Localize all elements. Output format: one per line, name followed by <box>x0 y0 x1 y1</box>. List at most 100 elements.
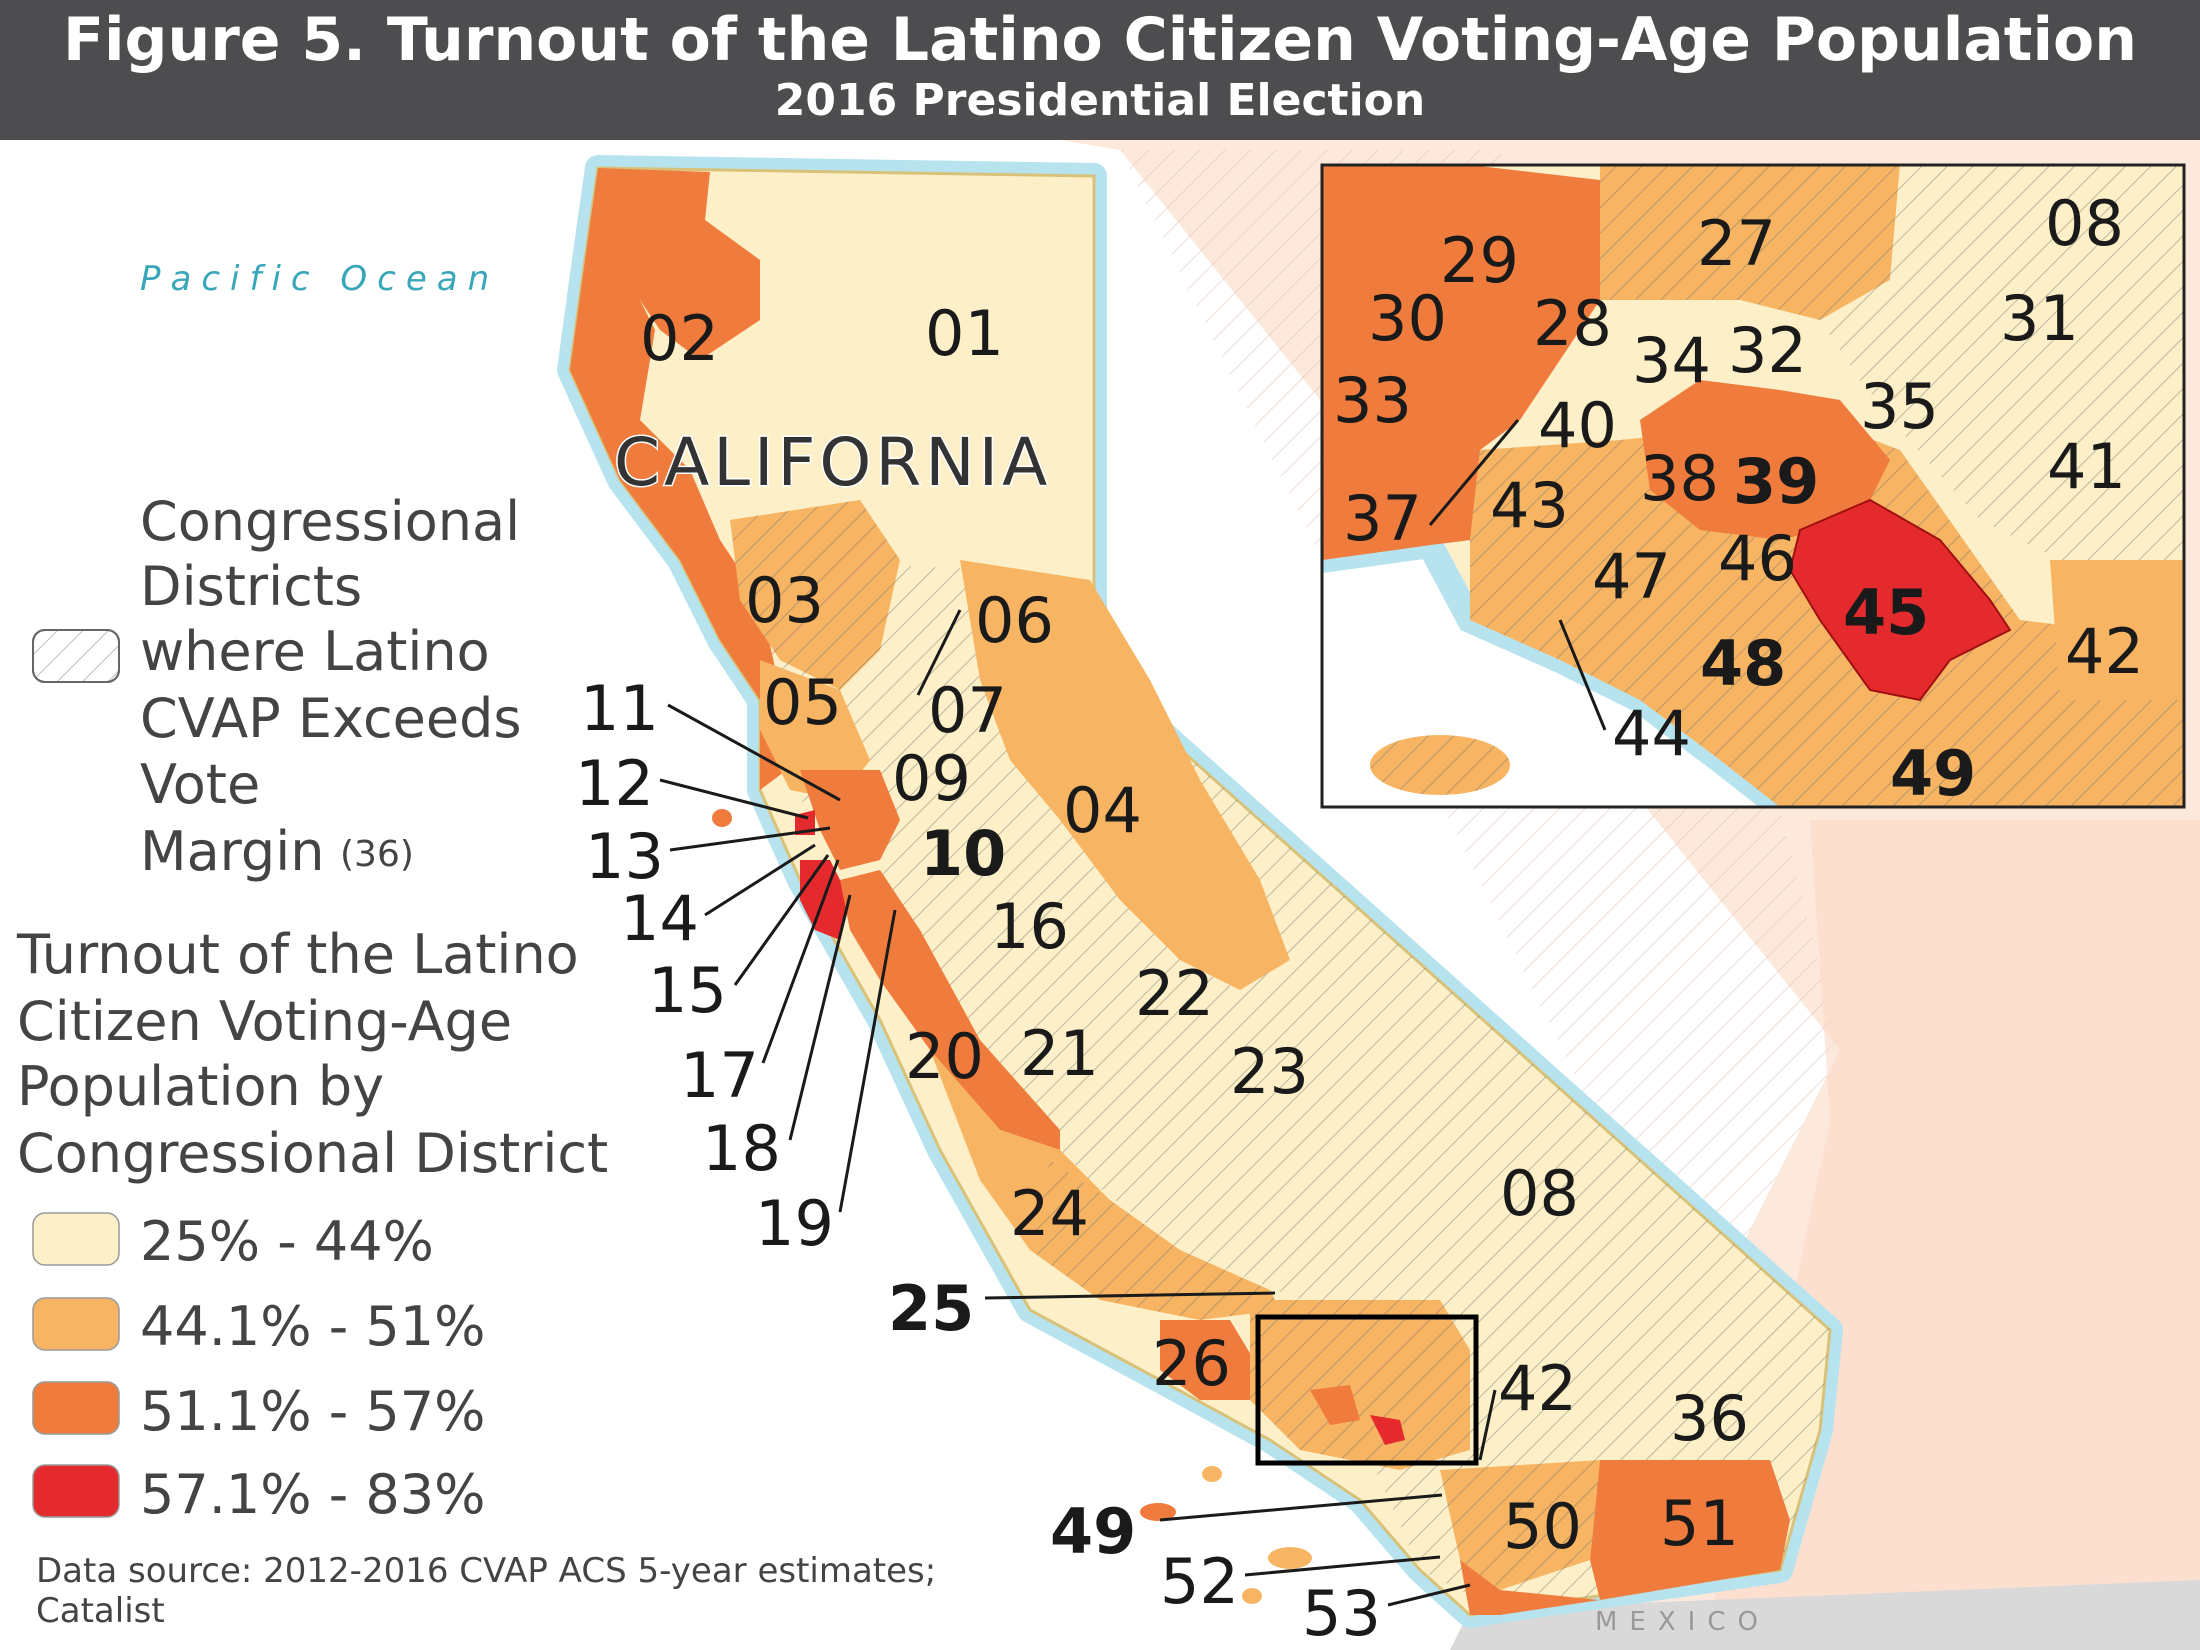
label-14: 14 <box>620 882 699 955</box>
label-07: 07 <box>928 674 1007 747</box>
inset-label-41: 41 <box>2047 430 2126 503</box>
inset-label-38: 38 <box>1640 442 1719 515</box>
label-24: 24 <box>1010 1177 1089 1250</box>
district-20-shape <box>840 870 1060 1150</box>
inset-north-hatch <box>1600 165 1900 320</box>
legend-turnout-title-4: Congressional District <box>17 1122 608 1185</box>
label-10: 10 <box>920 817 1006 890</box>
inset-label-43: 43 <box>1490 469 1569 542</box>
legend-swatch-2 <box>32 1297 120 1351</box>
label-01: 01 <box>925 297 1004 370</box>
inset-reference-box <box>1255 1314 1479 1466</box>
legend: Congressional Districts where Latino CVA… <box>16 490 608 1526</box>
legend-turnout-title-2: Citizen Voting-Age <box>17 990 512 1053</box>
legend-class-2: 44.1% - 51% <box>140 1295 485 1358</box>
district-53-shape <box>1460 1560 1600 1615</box>
inset-33-shape <box>1322 300 1520 560</box>
label-18: 18 <box>702 1112 781 1185</box>
source-line-2: Catalist <box>36 1591 165 1631</box>
inset-label-40: 40 <box>1538 389 1617 462</box>
inset-east-orange <box>2050 560 2184 700</box>
mexico-land <box>1450 1580 2200 1650</box>
district-bay-orange <box>800 770 900 870</box>
legend-swatch-4 <box>32 1464 120 1518</box>
inset-label-34: 34 <box>1632 324 1711 397</box>
legend-hatch-line-5: Vote <box>140 753 260 816</box>
label-22: 22 <box>1135 957 1214 1030</box>
label-15: 15 <box>648 954 727 1027</box>
district-45-small <box>1370 1415 1405 1445</box>
source-line-1: Data source: 2012-2016 CVAP ACS 5-year e… <box>36 1551 936 1591</box>
california-map: MEXICO Pacific Ocean CALIFORNIA 02 01 03… <box>0 140 2200 1650</box>
label-36: 36 <box>1670 1382 1749 1455</box>
inset-45-shape <box>1788 498 2012 702</box>
label-09: 09 <box>892 742 971 815</box>
inset-label-48: 48 <box>1700 627 1786 700</box>
legend-class-3: 51.1% - 57% <box>140 1380 485 1443</box>
label-26: 26 <box>1152 1327 1231 1400</box>
label-08: 08 <box>1500 1157 1579 1230</box>
legend-hatch-line-3: where Latino <box>140 620 490 683</box>
island-49 <box>1140 1503 1176 1521</box>
district-14-15-red <box>800 860 850 940</box>
inset-38-39-shape <box>1640 380 1890 540</box>
la-inset: 27 08 29 30 28 34 32 31 33 35 40 41 37 4… <box>1320 163 2186 810</box>
ocean-label: Pacific Ocean <box>140 259 499 299</box>
legend-turnout-title-3: Population by <box>17 1055 384 1118</box>
district-03-hatch <box>730 500 900 690</box>
inset-label-42: 42 <box>2065 615 2144 688</box>
inset-label-37: 37 <box>1343 482 1422 555</box>
legend-hatch-count: (36) <box>340 834 414 875</box>
figure-header: Figure 5. Turnout of the Latino Citizen … <box>0 0 2200 140</box>
inset-label-31: 31 <box>2000 282 2079 355</box>
district-24-hatch <box>1030 1160 1280 1320</box>
island-2 <box>1202 1466 1222 1482</box>
inset-label-33: 33 <box>1333 364 1412 437</box>
district-51-shape <box>1590 1460 1790 1600</box>
island-farallon <box>712 809 732 827</box>
label-04: 04 <box>1063 774 1142 847</box>
inset-label-39: 39 <box>1733 445 1819 518</box>
inset-right-hatch <box>1820 165 2184 560</box>
label-13: 13 <box>585 820 664 893</box>
label-49: 49 <box>1050 1495 1136 1568</box>
legend-turnout-title-1: Turnout of the Latino <box>16 923 579 986</box>
legend-swatch-3 <box>32 1381 120 1435</box>
label-02: 02 <box>640 302 719 375</box>
label-52: 52 <box>1160 1545 1239 1618</box>
label-53: 53 <box>1302 1577 1381 1650</box>
inset-bottom-right-hatch <box>1900 700 2184 807</box>
legend-class-1: 25% - 44% <box>140 1210 434 1273</box>
district-05-shape <box>760 660 870 800</box>
inset-label-29: 29 <box>1440 224 1519 297</box>
figure-subtitle: 2016 Presidential Election <box>774 75 1426 126</box>
label-16: 16 <box>990 890 1069 963</box>
inset-label-47: 47 <box>1592 540 1671 613</box>
figure-title: Figure 5. Turnout of the Latino Citizen … <box>63 5 2137 75</box>
inset-label-32: 32 <box>1728 314 1807 387</box>
label-42: 42 <box>1498 1352 1577 1425</box>
label-19: 19 <box>755 1187 834 1260</box>
legend-hatch-line-2: Districts <box>140 555 362 618</box>
label-12: 12 <box>575 747 654 820</box>
label-51: 51 <box>1660 1487 1739 1560</box>
district-la-hatch <box>1250 1300 1470 1470</box>
inset-label-08: 08 <box>2045 187 2124 260</box>
district-02-shape <box>570 168 800 790</box>
legend-hatch-line-6: Margin <box>140 820 324 883</box>
inset-label-30: 30 <box>1368 282 1447 355</box>
inset-label-49: 49 <box>1890 737 1976 810</box>
island-3 <box>1268 1547 1312 1569</box>
legend-hatch-line-1: Congressional <box>140 490 520 553</box>
inset-island-hatch <box>1370 735 1510 795</box>
label-06: 06 <box>975 584 1054 657</box>
district-02-north <box>598 168 760 360</box>
island-4 <box>1242 1588 1262 1604</box>
leader-lines <box>659 609 1497 1607</box>
district-38-small <box>1310 1385 1360 1425</box>
inset-label-44: 44 <box>1612 697 1691 770</box>
label-23: 23 <box>1230 1035 1309 1108</box>
inset-label-45: 45 <box>1843 576 1929 649</box>
label-25: 25 <box>888 1272 974 1345</box>
label-17: 17 <box>680 1039 759 1112</box>
